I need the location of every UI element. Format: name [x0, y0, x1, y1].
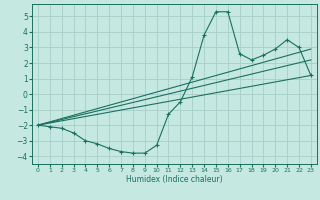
X-axis label: Humidex (Indice chaleur): Humidex (Indice chaleur) — [126, 175, 223, 184]
